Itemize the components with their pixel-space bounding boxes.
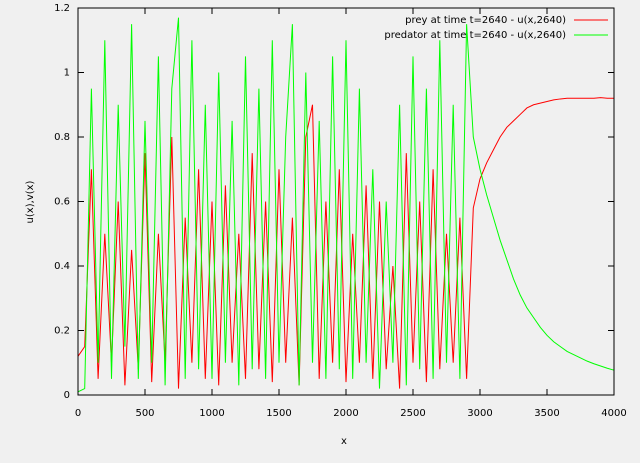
x-tick-label: 1500	[266, 408, 291, 419]
x-tick-label: 4000	[601, 408, 626, 419]
legend-label: predator at time t=2640 - u(x,2640)	[384, 30, 566, 41]
y-axis-label: u(x),v(x)	[25, 180, 36, 223]
y-tick-label: 1.2	[54, 3, 70, 14]
data-line	[77, 97, 614, 389]
x-axis-label: x	[341, 436, 347, 447]
y-tick-label: 0	[64, 390, 70, 401]
y-tick-label: 0.6	[54, 197, 70, 208]
plot-frame	[77, 7, 615, 396]
y-tick-label: 0.2	[54, 326, 70, 337]
x-tick-label: 3000	[467, 408, 492, 419]
x-tick-label: 3500	[534, 408, 559, 419]
y-tick-label: 1	[64, 68, 70, 79]
y-tick-label: 0.8	[54, 132, 70, 143]
x-tick-label: 500	[135, 408, 154, 419]
legend-label: prey at time t=2640 - u(x,2640)	[405, 15, 566, 26]
y-tick-label: 0.4	[54, 261, 70, 272]
data-line	[77, 17, 615, 393]
x-tick-label: 0	[75, 408, 81, 419]
x-tick-label: 2000	[333, 408, 358, 419]
x-tick-label: 2500	[400, 408, 425, 419]
x-tick-label: 1000	[199, 408, 224, 419]
